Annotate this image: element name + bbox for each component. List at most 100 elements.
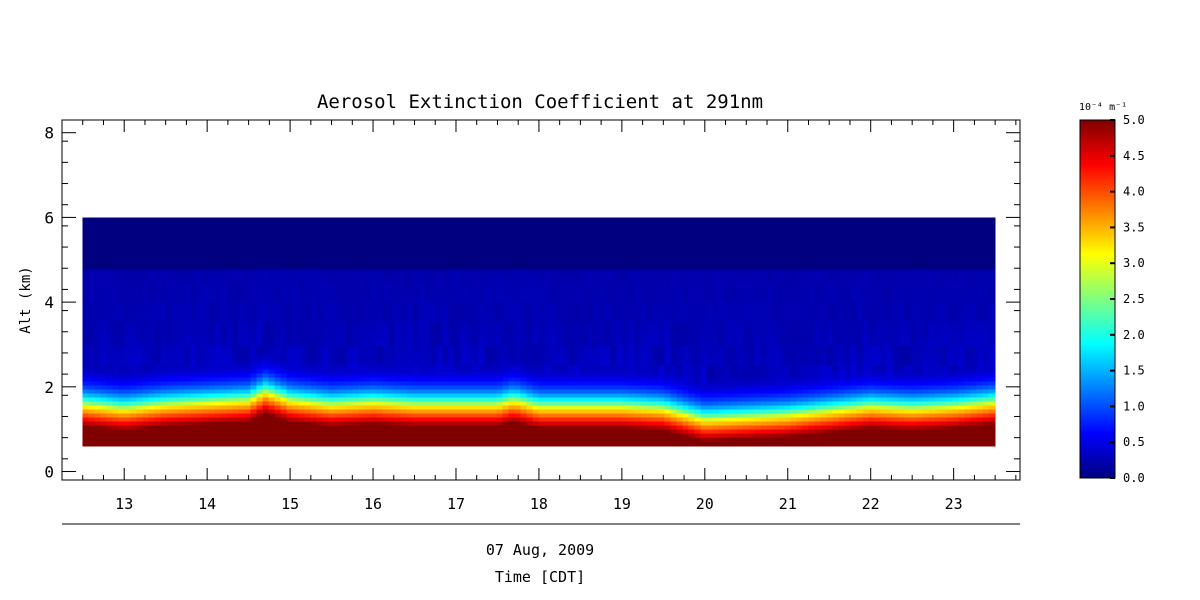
heatmap-cell [178,433,186,438]
heatmap-cell [196,421,204,426]
heatmap-cell [424,437,432,442]
heatmap-cell [460,377,468,382]
heatmap-cell [388,301,396,306]
heatmap-cell [586,349,594,354]
heatmap-cell [262,305,270,310]
heatmap-cell [526,425,534,430]
heatmap-cell [88,305,96,310]
heatmap-cell [394,269,402,274]
heatmap-cell [334,345,342,350]
heatmap-cell [394,325,402,330]
heatmap-cell [562,217,570,222]
heatmap-cell [250,353,258,358]
heatmap-cell [538,309,546,314]
heatmap-cell [280,381,288,386]
heatmap-cell [592,261,600,266]
heatmap-cell [592,293,600,298]
heatmap-cell [340,405,348,410]
heatmap-cell [124,365,132,370]
heatmap-cell [232,373,240,378]
heatmap-cell [394,445,402,447]
heatmap-cell [334,413,342,418]
heatmap-cell [106,429,114,434]
heatmap-cell [184,429,192,434]
heatmap-cell [346,309,354,314]
heatmap-cell [394,305,402,310]
heatmap-cell [460,357,468,362]
heatmap-cell [118,381,126,386]
heatmap-cell [526,237,534,242]
heatmap-cell [106,417,114,422]
heatmap-cell [244,365,252,370]
heatmap-cell [436,397,444,402]
heatmap-cell [214,309,222,314]
heatmap-cell [184,353,192,358]
heatmap-cell [172,365,180,370]
heatmap-cell [124,441,132,446]
heatmap-cell [220,245,228,250]
heatmap-cell [112,381,120,386]
heatmap-cell [466,417,474,422]
heatmap-cell [526,325,534,330]
heatmap-cell [238,305,246,310]
heatmap-cell [328,341,336,346]
heatmap-cell [202,397,210,402]
heatmap-cell [226,229,234,234]
heatmap-cell [196,381,204,386]
heatmap-cell [580,289,588,294]
heatmap-cell [424,385,432,390]
heatmap-cell [430,337,438,342]
heatmap-cell [412,381,420,386]
heatmap-cell [592,237,600,242]
heatmap-cell [484,273,492,278]
heatmap-cell [394,321,402,326]
heatmap-cell [448,445,456,447]
heatmap-cell [382,325,390,330]
heatmap-cell [88,329,96,334]
heatmap-cell [382,381,390,386]
heatmap-cell [448,409,456,414]
heatmap-cell [340,377,348,382]
heatmap-cell [508,405,516,410]
heatmap-cell [118,397,126,402]
heatmap-cell [520,409,528,414]
heatmap-cell [304,221,312,226]
heatmap-cell [472,369,480,374]
heatmap-cell [88,301,96,306]
heatmap-cell [268,429,276,434]
heatmap-cell [304,277,312,282]
heatmap-cell [436,429,444,434]
heatmap-cell [592,301,600,306]
heatmap-cell [184,369,192,374]
heatmap-cell [310,245,318,250]
heatmap-cell [238,225,246,230]
heatmap-cell [346,333,354,338]
heatmap-cell [304,281,312,286]
heatmap-cell [460,405,468,410]
heatmap-cell [94,285,102,290]
heatmap-cell [298,377,306,382]
heatmap-cell [286,277,294,282]
heatmap-cell [388,417,396,422]
heatmap-cell [130,317,138,322]
heatmap-cell [292,257,300,262]
heatmap-cell [88,405,96,410]
heatmap-cell [268,265,276,270]
heatmap-cell [454,445,462,447]
heatmap-cell [208,369,216,374]
heatmap-cell [592,349,600,354]
heatmap-cell [118,289,126,294]
heatmap-cell [172,445,180,447]
heatmap-cell [328,277,336,282]
heatmap-cell [394,441,402,446]
heatmap-cell [538,425,546,430]
heatmap-cell [346,225,354,230]
heatmap-cell [274,325,282,330]
heatmap-cell [388,353,396,358]
heatmap-cell [268,445,276,447]
heatmap-cell [334,357,342,362]
heatmap-cell [574,377,582,382]
heatmap-cell [148,245,156,250]
heatmap-cell [490,297,498,302]
heatmap-cell [112,273,120,278]
